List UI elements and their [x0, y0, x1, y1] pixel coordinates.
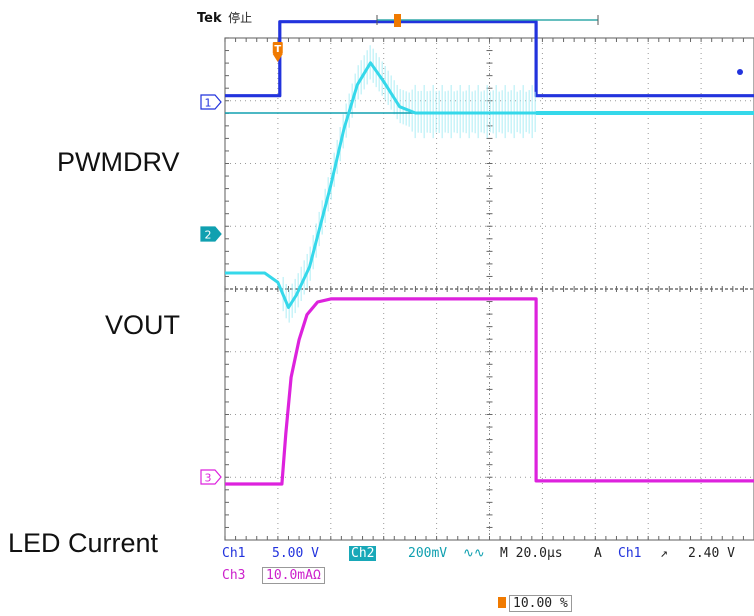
- channel-marker-shape: [200, 94, 222, 110]
- channel-marker-label: 3: [205, 472, 212, 485]
- trigger-source: Ch1: [618, 546, 642, 561]
- ch2-name-badge: Ch2: [349, 546, 377, 561]
- record-position-bar: [376, 14, 599, 27]
- label-led-current: LED Current: [8, 528, 159, 558]
- trigger-marker-label: T: [274, 44, 281, 55]
- ch1-name: Ch1: [222, 546, 246, 561]
- ch2-scale: 200mV: [408, 546, 448, 561]
- label-pwmdrv: PWMDRV: [57, 147, 180, 177]
- trigger-position-icon: [498, 597, 506, 608]
- trigger-level: 2.40 V: [688, 546, 735, 561]
- channel-marker-ch1: 1: [200, 94, 222, 110]
- graticule: [224, 37, 754, 541]
- channel-marker-label: 2: [205, 229, 212, 242]
- trigger-position-marker: T: [272, 42, 283, 62]
- trigger-position-value: 10.00 %: [509, 595, 572, 612]
- trigger-position: 10.00 %: [498, 595, 572, 612]
- trace-ch1: [225, 20, 754, 98]
- ch3-name: Ch3: [222, 568, 246, 583]
- acquisition-status: 停止: [228, 11, 253, 25]
- channel-marker-label: 1: [205, 97, 212, 110]
- channel-marker-shape: [200, 226, 222, 242]
- timebase: M 20.0µs: [500, 546, 563, 561]
- channel-marker-shape: [200, 469, 222, 485]
- ch1-scale: 5.00 V: [272, 546, 319, 561]
- ch2-bandwidth-icon: ∿∿: [463, 546, 485, 561]
- brand-header: Tek 停止: [197, 9, 252, 26]
- ch3-scale: 10.0mAΩ: [262, 567, 325, 584]
- trigger-mode: A: [594, 546, 602, 561]
- trigger-level-marker: [737, 69, 743, 75]
- trace-ch3: [225, 297, 754, 486]
- label-vout: VOUT: [105, 310, 181, 340]
- waveform-traces: [225, 20, 754, 486]
- channel-marker-ch2: 2: [200, 226, 222, 242]
- trigger-marker-box: [272, 42, 283, 54]
- brand-logo: Tek: [197, 11, 222, 26]
- trigger-slope-icon: ↗: [660, 546, 668, 561]
- trigger-marker-arrow: [272, 54, 283, 62]
- channel-marker-ch3: 3: [200, 469, 222, 485]
- ch2-name: Ch2: [349, 546, 377, 561]
- channel-markers: 1 2 3 T: [200, 42, 743, 485]
- trace-ch2: [225, 61, 754, 309]
